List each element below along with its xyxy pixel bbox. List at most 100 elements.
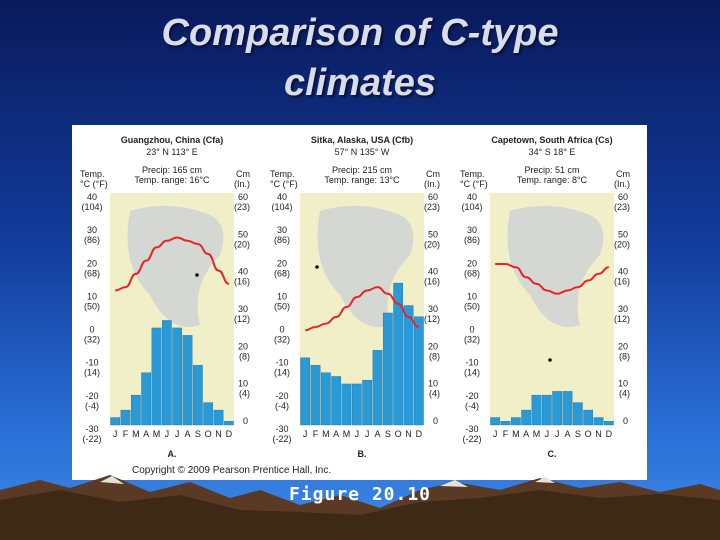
temp-tick-c: 40 <box>467 192 477 202</box>
month-tick-label: M <box>343 429 351 439</box>
precip-tick-cm: 10 <box>428 379 438 389</box>
temp-tick-f: (-22) <box>462 434 481 444</box>
figure-caption: Figure 20.10 <box>288 484 432 505</box>
month-tick-label: S <box>195 429 201 439</box>
station-coords: 57° N 135° W <box>335 147 390 157</box>
month-tick-label: M <box>533 429 541 439</box>
precip-tick-in: (4) <box>239 389 250 399</box>
month-tick-label: J <box>303 429 308 439</box>
temp-tick-c: 10 <box>467 291 477 301</box>
month-tick-label: J <box>355 429 360 439</box>
station-title: Sitka, Alaska, USA (Cfb) <box>311 135 413 145</box>
temp-tick-c: -10 <box>275 358 288 368</box>
climograph-figure-svg: Guangzhou, China (Cfa) 23° N 113° E Precip… <box>80 135 630 476</box>
precip-bar <box>593 417 604 426</box>
panel-label: A. <box>168 449 177 459</box>
precip-tick-in: (20) <box>424 239 440 249</box>
temp-tick-f: (-4) <box>275 401 289 411</box>
temp-tick-c: -10 <box>465 358 478 368</box>
temp-tick-f: (-4) <box>85 401 99 411</box>
temp-tick-c: 40 <box>277 192 287 202</box>
precip-tick-in: (8) <box>619 351 630 361</box>
month-tick-label: M <box>132 429 140 439</box>
temp-tick-f: (86) <box>274 235 290 245</box>
month-tick-label: M <box>512 429 520 439</box>
temp-tick-f: (14) <box>464 368 480 378</box>
precip-tick-cm: 40 <box>238 267 248 277</box>
slide-title-line1: Comparison of C-type <box>161 12 559 54</box>
precip-tick-cm: 40 <box>428 267 438 277</box>
month-tick-label: J <box>165 429 170 439</box>
precip-tick-in: (8) <box>429 351 440 361</box>
precip-bar <box>413 316 424 426</box>
temp-tick-f: (-22) <box>272 434 291 444</box>
precip-bar <box>110 417 121 426</box>
temp-tick-f: (-4) <box>465 401 479 411</box>
temp-tick-f: (-22) <box>82 434 101 444</box>
temp-tick-c: -30 <box>275 424 288 434</box>
precip-bar <box>552 391 563 426</box>
precip-tick-cm: 40 <box>618 267 628 277</box>
month-tick-label: N <box>215 429 222 439</box>
precip-bar <box>151 327 162 426</box>
month-tick-label: J <box>545 429 550 439</box>
precip-bar <box>310 365 321 426</box>
station-coords: 34° S 18° E <box>529 147 576 157</box>
temp-tick-f: (86) <box>464 235 480 245</box>
temp-tick-c: 30 <box>467 225 477 235</box>
precip-bar <box>510 417 521 426</box>
temp-tick-f: (50) <box>464 301 480 311</box>
month-tick-label: S <box>385 429 391 439</box>
precip-tick-in: (4) <box>619 389 630 399</box>
temperature-line <box>495 262 609 295</box>
precip-tick-cm: 60 <box>238 192 248 202</box>
station-location-dot <box>315 265 319 269</box>
month-tick-label: D <box>606 429 613 439</box>
month-tick-label: N <box>405 429 412 439</box>
temp-tick-c: 30 <box>277 225 287 235</box>
month-tick-label: O <box>395 429 402 439</box>
precip-tick-cm: 50 <box>238 229 248 239</box>
month-tick-label: F <box>123 429 129 439</box>
precip-bar <box>521 409 532 426</box>
month-tick-label: A <box>143 429 149 439</box>
station-location-dot <box>195 273 199 277</box>
station-coords: 23° N 113° E <box>146 147 198 157</box>
precip-tick-in: (4) <box>429 389 440 399</box>
precip-bar <box>161 320 172 426</box>
precip-axis-units: (In.) <box>234 179 250 189</box>
month-tick-label: S <box>575 429 581 439</box>
month-tick-label: O <box>585 429 592 439</box>
precip-bar <box>541 394 552 426</box>
precip-bar <box>382 312 393 426</box>
precip-tick-cm: 50 <box>618 229 628 239</box>
precip-tick-cm: 60 <box>618 192 628 202</box>
temp-axis-title: Temp. <box>80 169 105 179</box>
precip-tick-in: (23) <box>234 202 250 212</box>
precip-tick-in: (8) <box>239 351 250 361</box>
precip-tick-cm: 50 <box>428 229 438 239</box>
temp-tick-c: -20 <box>275 391 288 401</box>
precip-bar <box>141 372 152 426</box>
precip-bar <box>351 383 362 426</box>
temp-tick-f: (14) <box>274 368 290 378</box>
month-tick-label: F <box>313 429 319 439</box>
precip-bar <box>120 409 131 426</box>
precip-tick-in: (23) <box>424 202 440 212</box>
month-tick-label: A <box>184 429 190 439</box>
climograph-panel-3: Capetown, South Africa (Cs) 34° S 18° E Pr… <box>460 135 630 459</box>
month-tick-label: J <box>493 429 498 439</box>
panel-label: C. <box>548 449 557 459</box>
temp-tick-f: (104) <box>461 202 482 212</box>
precip-bar <box>130 394 141 426</box>
temp-tick-f: (68) <box>464 268 480 278</box>
precip-bar <box>572 402 583 426</box>
temp-tick-f: (32) <box>84 335 100 345</box>
precip-bar <box>531 394 542 426</box>
precip-tick-cm: 20 <box>428 341 438 351</box>
temp-tick-f: (14) <box>84 368 100 378</box>
mountain-decoration <box>0 475 720 540</box>
temp-tick-f: (32) <box>274 335 290 345</box>
precip-bar <box>192 365 203 426</box>
month-tick-label: J <box>113 429 118 439</box>
